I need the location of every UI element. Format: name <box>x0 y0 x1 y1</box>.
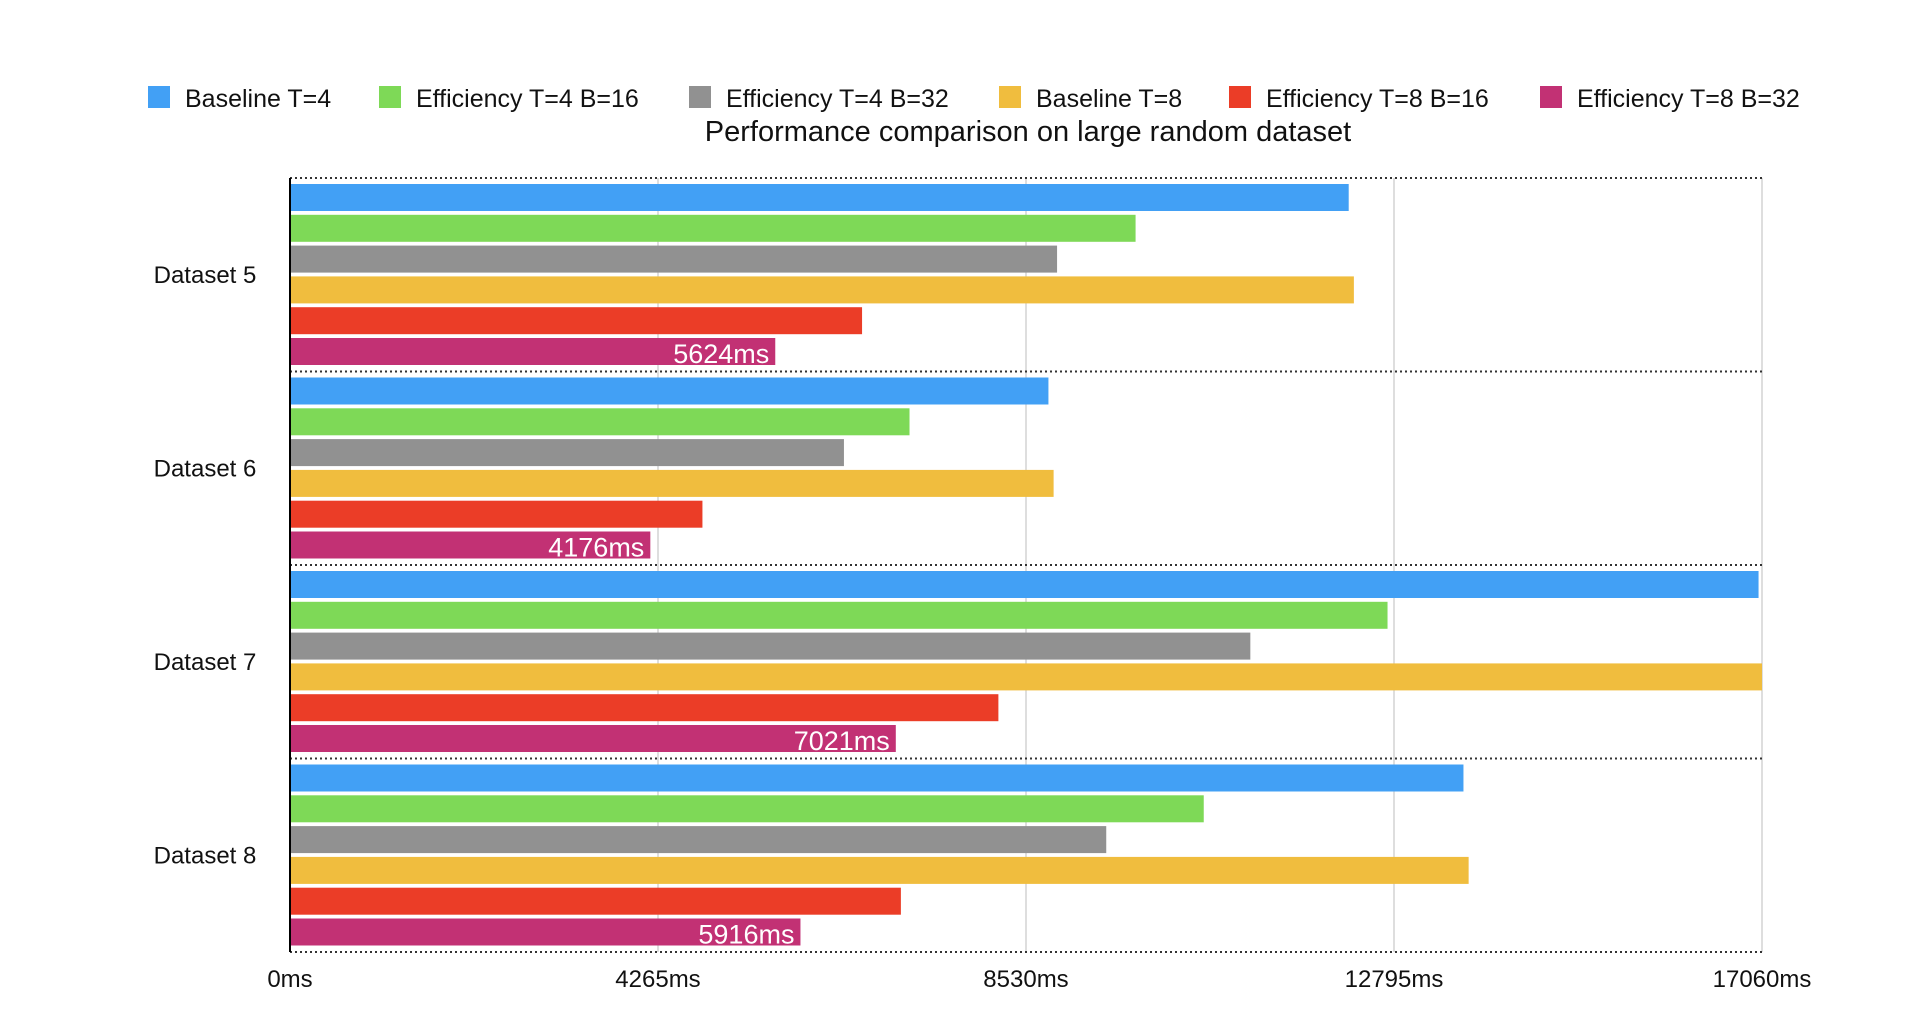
chart-title: Performance comparison on large random d… <box>705 116 1351 148</box>
legend-swatch <box>689 86 711 108</box>
bar <box>290 663 1762 691</box>
plot-area: Dataset 5 Dataset 6 Dataset 7 Dataset 8 0ms… <box>154 177 1811 993</box>
bar <box>290 245 1058 273</box>
bar <box>290 338 776 365</box>
category-label: Dataset 7 <box>154 649 257 676</box>
bar <box>290 887 901 915</box>
category-separators <box>290 177 1762 953</box>
x-tick-label: 17060ms <box>1713 966 1812 993</box>
data-labels: 5624ms 4176ms 7021ms 5916ms <box>548 339 890 950</box>
bar <box>290 377 1049 405</box>
legend-swatch <box>1540 86 1562 108</box>
bar <box>290 500 703 528</box>
bar <box>290 276 1354 304</box>
data-label: 7021ms <box>794 726 890 756</box>
category-labels: Dataset 5 Dataset 6 Dataset 7 Dataset 8 <box>154 262 257 870</box>
bars <box>290 184 1762 946</box>
category-label: Dataset 8 <box>154 842 257 869</box>
bar <box>290 601 1388 629</box>
bar <box>290 826 1107 854</box>
bar <box>290 795 1204 823</box>
bar <box>290 918 801 946</box>
bar <box>290 408 910 436</box>
bar <box>290 439 844 467</box>
category-label: Dataset 6 <box>154 455 257 482</box>
x-tick-label: 12795ms <box>1345 966 1444 993</box>
x-tick-label: 8530ms <box>983 966 1068 993</box>
x-tick-labels: 0ms 4265ms 8530ms 12795ms 17060ms <box>267 966 1811 993</box>
legend-label: Efficiency T=4 B=16 <box>416 85 639 113</box>
data-label: 4176ms <box>548 533 644 563</box>
legend-label: Efficiency T=4 B=32 <box>726 85 949 113</box>
x-tick-label: 4265ms <box>615 966 700 993</box>
legend-swatch <box>379 86 401 108</box>
legend-label: Efficiency T=8 B=32 <box>1577 85 1800 113</box>
bar <box>290 694 999 722</box>
legend-label: Baseline T=8 <box>1036 85 1182 113</box>
bar <box>290 725 896 752</box>
legend-label: Efficiency T=8 B=16 <box>1266 85 1489 113</box>
legend-swatch <box>1229 86 1251 108</box>
bar <box>290 632 1251 660</box>
bar <box>290 469 1054 497</box>
category-label: Dataset 5 <box>154 262 257 289</box>
legend-swatch <box>148 86 170 108</box>
bar <box>290 184 1349 211</box>
bar <box>290 214 1136 242</box>
legend-swatch <box>999 86 1021 108</box>
data-label: 5916ms <box>698 920 794 950</box>
bar <box>290 764 1464 792</box>
data-label: 5624ms <box>673 339 769 369</box>
legend-label: Baseline T=4 <box>185 85 331 113</box>
bar <box>290 307 863 335</box>
bar <box>290 571 1759 598</box>
legend: Baseline T=4 Efficiency T=4 B=16 Efficienc… <box>148 85 1800 113</box>
bar <box>290 531 651 559</box>
bar <box>290 856 1469 884</box>
x-tick-label: 0ms <box>267 966 312 993</box>
